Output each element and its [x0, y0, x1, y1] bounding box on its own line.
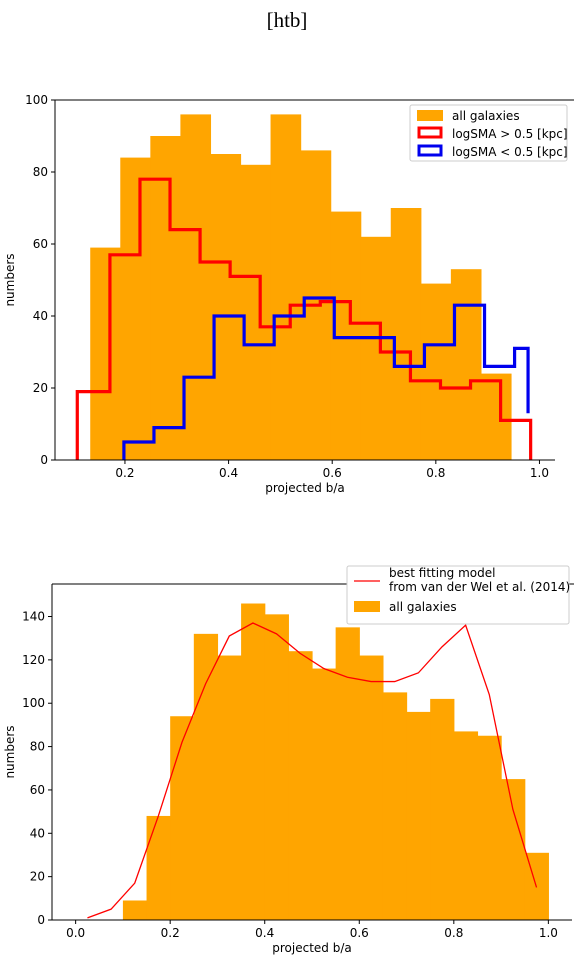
- bar: [450, 269, 482, 460]
- y-tick-label: 140: [22, 610, 45, 624]
- x-tick-label: 1.0: [539, 926, 558, 940]
- x-tick-label: 0.2: [115, 466, 134, 480]
- x-axis-label: projected b/a: [265, 481, 344, 495]
- y-tick-label: 40: [33, 309, 48, 323]
- bar: [312, 668, 337, 920]
- legend-label-model-line1: best fitting model: [389, 566, 495, 580]
- bar: [382, 692, 408, 920]
- bar: [240, 164, 272, 461]
- step-lines: [75, 177, 533, 460]
- y-tick-label: 20: [33, 381, 48, 395]
- legend-label-step: logSMA < 0.5 [kpc]: [452, 145, 568, 159]
- bar: [270, 114, 302, 461]
- legend-swatch-all-galaxies: [417, 110, 443, 121]
- x-tick-label: 0.4: [219, 466, 238, 480]
- y-tick-label: 40: [30, 826, 45, 840]
- bar: [193, 633, 219, 920]
- x-tick-label: 0.6: [350, 926, 369, 940]
- bar: [241, 603, 266, 920]
- y-tick-label: 20: [30, 870, 45, 884]
- legend-box: [409, 104, 568, 162]
- legend-swatch-all-galaxies: [354, 601, 380, 612]
- y-tick-label: 80: [30, 740, 45, 754]
- axes: 0.0 0.2 0.4 0.6 0.8 1.0 0 20 40 60 80 100 120 140: [22, 583, 574, 940]
- legend-swatch-step: [417, 144, 443, 157]
- bar: [477, 735, 502, 920]
- bar: [120, 157, 151, 460]
- step-series-line: [122, 296, 530, 460]
- x-tick-label: 0.8: [444, 926, 463, 940]
- x-tick-label: 0.8: [426, 466, 445, 480]
- bar: [288, 651, 313, 920]
- axes: 0.2 0.4 0.6 0.8 1.0 0 20 40 60 80 100: [25, 93, 574, 480]
- y-tick-label: 60: [33, 237, 48, 251]
- chart-top: 0.2 0.4 0.6 0.8 1.0 0 20 40 60 80 100 all galaxies…: [3, 93, 574, 495]
- y-axis-label: numbers: [3, 725, 17, 778]
- model-line: [87, 622, 538, 919]
- y-tick-label: 100: [25, 93, 48, 107]
- x-axis-label: projected b/a: [272, 941, 351, 955]
- y-tick-label: 100: [22, 696, 45, 710]
- model-series-line: [87, 622, 538, 919]
- x-tick-label: 0.6: [323, 466, 342, 480]
- x-tick-label: 0.0: [66, 926, 85, 940]
- y-tick-label: 80: [33, 165, 48, 179]
- bar: [90, 247, 121, 460]
- bar: [217, 655, 242, 920]
- x-tick-label: 1.0: [530, 466, 549, 480]
- legend-box: [346, 565, 570, 625]
- bar: [430, 698, 455, 920]
- bar: [453, 731, 479, 920]
- bar: [122, 900, 148, 920]
- bar: [146, 815, 171, 920]
- bar: [480, 373, 512, 460]
- bar: [264, 614, 289, 920]
- legend-label-model-line2: from van der Wel et al. (2014): [389, 580, 570, 594]
- y-tick-label: 0: [40, 453, 48, 467]
- legend-label-step: logSMA > 0.5 [kpc]: [452, 127, 568, 141]
- bars-all-galaxies: [90, 114, 512, 461]
- bar: [501, 779, 526, 920]
- y-tick-label: 60: [30, 783, 45, 797]
- bar: [360, 236, 392, 460]
- bars-all-galaxies: [122, 603, 549, 920]
- y-tick-label: 120: [22, 653, 45, 667]
- legend-swatch-step: [417, 126, 443, 139]
- y-tick-label: 0: [37, 913, 45, 927]
- y-axis-label: numbers: [3, 253, 17, 306]
- figure-caption: [htb]: [266, 8, 308, 32]
- legend-label-all-galaxies: all galaxies: [389, 600, 457, 614]
- bar: [210, 154, 242, 460]
- bar: [335, 627, 360, 920]
- chart-bottom: 0.0 0.2 0.4 0.6 0.8 1.0 0 20 40 60 80 100 120 140 bes…: [3, 565, 574, 955]
- legend-label-all-galaxies: all galaxies: [452, 109, 520, 123]
- bar: [406, 711, 431, 920]
- bar: [390, 208, 422, 460]
- x-tick-label: 0.4: [255, 926, 274, 940]
- bar: [170, 716, 195, 920]
- legend: all galaxies logSMA > 0.5 [kpc] logSMA < 0…: [409, 104, 568, 162]
- bar: [420, 283, 452, 460]
- bar: [150, 136, 181, 460]
- bar: [359, 655, 384, 920]
- x-tick-label: 0.2: [161, 926, 180, 940]
